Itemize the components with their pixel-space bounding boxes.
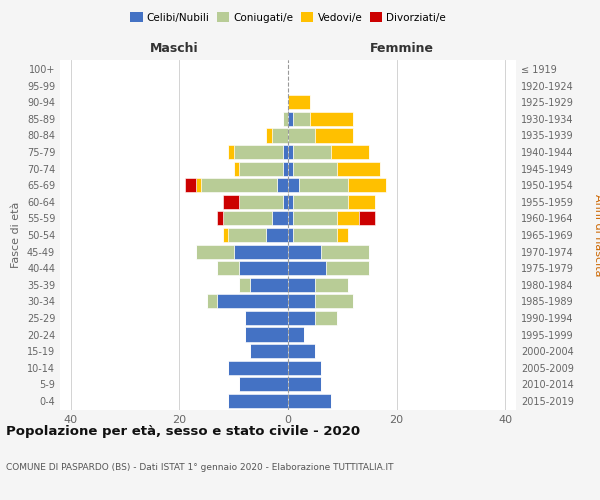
Bar (277, 178, 288, 192)
Bar (348, 195, 375, 209)
Bar (283, 195, 288, 209)
Bar (326, 261, 370, 275)
Bar (283, 112, 288, 126)
Y-axis label: Fasce di età: Fasce di età (11, 202, 21, 268)
Bar (293, 228, 337, 242)
Bar (223, 228, 228, 242)
Bar (331, 145, 370, 159)
Bar (348, 178, 386, 192)
Bar (288, 178, 299, 192)
Bar (315, 294, 353, 308)
Bar (239, 278, 250, 292)
Bar (288, 311, 315, 325)
Bar (217, 294, 288, 308)
Bar (239, 377, 288, 392)
Bar (217, 261, 239, 275)
Bar (337, 162, 380, 175)
Bar (228, 360, 288, 375)
Bar (288, 344, 315, 358)
Bar (185, 178, 196, 192)
Y-axis label: Anni di nascita: Anni di nascita (593, 194, 600, 276)
Bar (293, 212, 337, 226)
Text: Maschi: Maschi (149, 42, 199, 55)
Bar (288, 261, 326, 275)
Bar (315, 311, 337, 325)
Bar (250, 344, 288, 358)
Bar (239, 162, 283, 175)
Bar (272, 212, 288, 226)
Bar (266, 128, 272, 142)
Bar (196, 178, 201, 192)
Bar (283, 145, 288, 159)
Bar (299, 178, 348, 192)
Bar (310, 112, 353, 126)
Bar (337, 212, 359, 226)
Bar (288, 360, 320, 375)
Bar (223, 195, 239, 209)
Bar (288, 212, 293, 226)
Bar (250, 278, 288, 292)
Bar (288, 95, 310, 110)
Bar (223, 212, 272, 226)
Bar (288, 195, 293, 209)
Text: Femmine: Femmine (370, 42, 434, 55)
Bar (217, 212, 223, 226)
Bar (245, 328, 288, 342)
Bar (293, 145, 331, 159)
Bar (239, 261, 288, 275)
Bar (288, 278, 315, 292)
Bar (337, 228, 348, 242)
Bar (315, 128, 353, 142)
Bar (320, 244, 370, 258)
Bar (288, 244, 320, 258)
Bar (293, 195, 348, 209)
Bar (288, 294, 315, 308)
Text: Popolazione per età, sesso e stato civile - 2020: Popolazione per età, sesso e stato civil… (6, 425, 360, 438)
Bar (283, 162, 288, 175)
Bar (201, 178, 277, 192)
Bar (228, 394, 288, 408)
Bar (359, 212, 375, 226)
Bar (266, 228, 288, 242)
Bar (245, 311, 288, 325)
Bar (293, 112, 310, 126)
Bar (234, 244, 288, 258)
Bar (293, 162, 337, 175)
Bar (234, 145, 283, 159)
Bar (228, 228, 266, 242)
Bar (288, 328, 304, 342)
Bar (288, 394, 331, 408)
Bar (288, 128, 315, 142)
Bar (234, 162, 239, 175)
Bar (239, 195, 283, 209)
Bar (315, 278, 348, 292)
Bar (288, 162, 293, 175)
Text: COMUNE DI PASPARDO (BS) - Dati ISTAT 1° gennaio 2020 - Elaborazione TUTTITALIA.I: COMUNE DI PASPARDO (BS) - Dati ISTAT 1° … (6, 463, 394, 472)
Bar (288, 145, 293, 159)
Bar (288, 112, 293, 126)
Bar (272, 128, 288, 142)
Bar (288, 228, 293, 242)
Bar (228, 145, 234, 159)
Bar (196, 244, 234, 258)
Legend: Celibi/Nubili, Coniugati/e, Vedovi/e, Divorziati/e: Celibi/Nubili, Coniugati/e, Vedovi/e, Di… (128, 10, 448, 24)
Bar (206, 294, 217, 308)
Bar (288, 377, 320, 392)
